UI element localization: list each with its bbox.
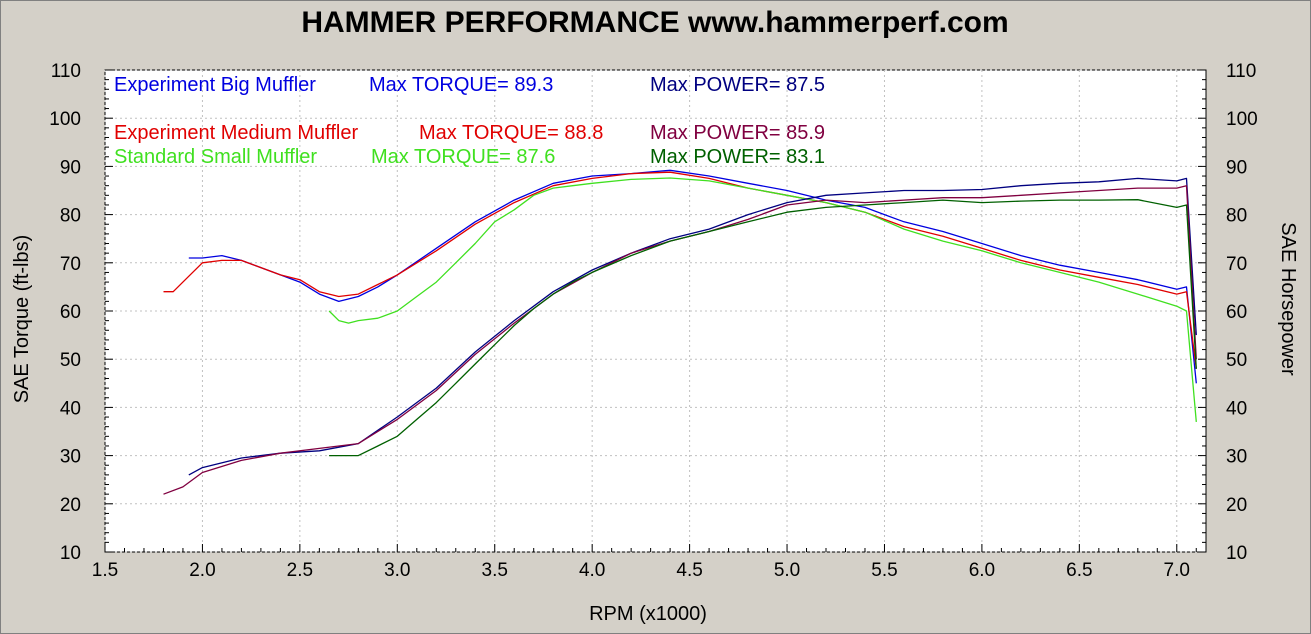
- legend-max-power: Max POWER= 85.9: [650, 122, 825, 144]
- y-tick-label-left: 110: [51, 61, 81, 82]
- x-tick-label: 4.5: [676, 560, 702, 581]
- x-tick-label: 3.5: [482, 560, 508, 581]
- x-tick-label: 2.0: [189, 560, 215, 581]
- x-tick-label: 2.5: [287, 560, 313, 581]
- axis-ticks: 1.5 2.0 2.5 3.0 3.5 4.0 4.5 5.0 5.5 6.0 6.5 7.0 10 10…: [49, 61, 1257, 581]
- y-tick-label-right: 40: [1226, 398, 1247, 419]
- y-axis-label-right: SAE Horsepower: [1277, 222, 1299, 376]
- y-tick-label-right: 110: [1226, 61, 1256, 82]
- y-tick-label-right: 60: [1226, 302, 1247, 323]
- y-tick-label-left: 60: [60, 302, 81, 323]
- y-tick-label-right: 90: [1226, 157, 1247, 178]
- legend-max-torque: Max TORQUE= 87.6: [371, 146, 555, 168]
- x-tick-label: 4.0: [579, 560, 605, 581]
- series-line-torque-standard-small-muffler: [328, 177, 1197, 422]
- y-tick-label-left: 10: [60, 543, 81, 564]
- series-line-power-experiment-big-muffler: [188, 177, 1197, 476]
- chart-title: HAMMER PERFORMANCE www.hammerperf.com: [301, 6, 1008, 39]
- x-tick-label: 6.5: [1066, 560, 1092, 581]
- series-lines: [163, 169, 1197, 495]
- x-tick-label: 5.0: [774, 560, 800, 581]
- legend-entry-name: Standard Small Muffler: [114, 146, 317, 168]
- y-tick-label-right: 30: [1226, 447, 1247, 468]
- x-tick-label: 5.5: [871, 560, 897, 581]
- y-tick-label-right: 70: [1226, 254, 1247, 275]
- y-tick-label-left: 80: [60, 206, 81, 227]
- legend-max-power: Max POWER= 83.1: [650, 146, 825, 168]
- y-tick-label-left: 40: [60, 398, 81, 419]
- x-tick-label: 1.5: [92, 560, 118, 581]
- y-tick-label-left: 20: [60, 495, 81, 516]
- y-axis-label-left: SAE Torque (ft-lbs): [11, 235, 33, 404]
- x-axis-label: RPM (x1000): [589, 603, 707, 625]
- grid: [104, 69, 1206, 553]
- y-tick-label-left: 50: [60, 350, 81, 371]
- y-tick-label-left: 90: [60, 157, 81, 178]
- y-tick-label-right: 50: [1226, 350, 1247, 371]
- legend-max-torque: Max TORQUE= 89.3: [369, 74, 553, 96]
- series-line-torque-experiment-medium-muffler: [163, 171, 1197, 369]
- legend-max-power: Max POWER= 87.5: [650, 74, 825, 96]
- legend-entry-name: Experiment Big Muffler: [114, 74, 316, 96]
- y-tick-label-right: 80: [1226, 206, 1247, 227]
- y-tick-label-left: 100: [49, 109, 81, 130]
- x-tick-label: 3.0: [384, 560, 410, 581]
- legend-max-torque: Max TORQUE= 88.8: [419, 122, 603, 144]
- x-tick-label: 6.0: [969, 560, 995, 581]
- y-tick-label-left: 30: [60, 447, 81, 468]
- y-tick-label-left: 70: [60, 254, 81, 275]
- x-tick-label: 7.0: [1164, 560, 1190, 581]
- series-line-power-standard-small-muffler: [329, 199, 1197, 457]
- y-tick-label-right: 20: [1226, 495, 1247, 516]
- legend: Experiment Big Muffler Max TORQUE= 89.3 Ma…: [114, 74, 825, 168]
- y-tick-label-right: 10: [1226, 543, 1247, 564]
- legend-entry-name: Experiment Medium Muffler: [114, 122, 359, 144]
- y-tick-label-right: 100: [1226, 109, 1258, 130]
- series-line-torque-experiment-big-muffler: [188, 169, 1197, 384]
